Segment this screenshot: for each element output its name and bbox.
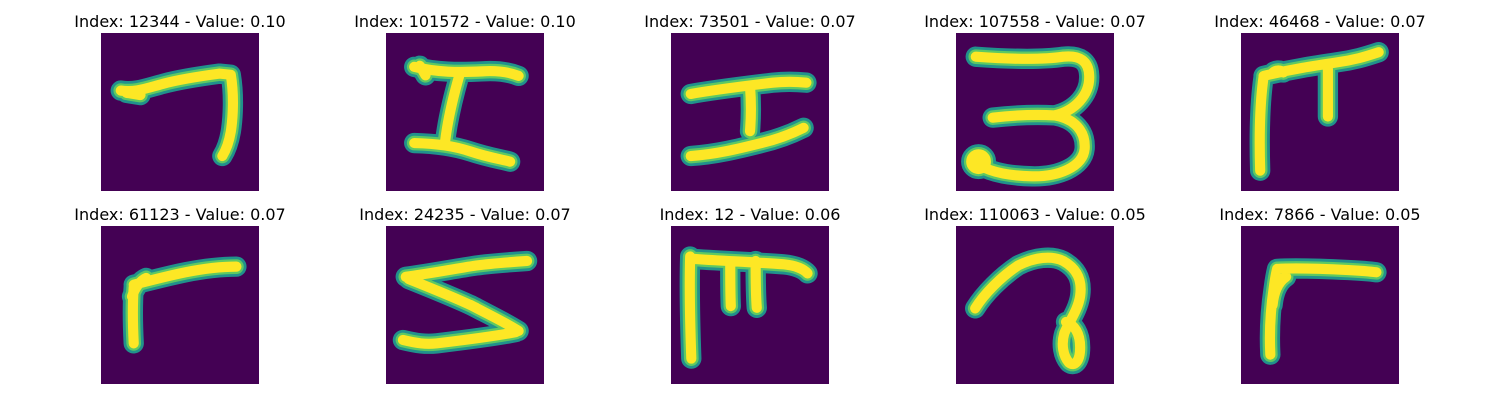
glyph-strokes <box>680 71 817 167</box>
panel-title: Index: 73501 - Value: 0.07 <box>644 12 856 31</box>
panel-6: Index: 61123 - Value: 0.07 <box>65 205 295 395</box>
digit-image <box>956 33 1114 191</box>
panel-5: Index: 46468 - Value: 0.07 <box>1205 12 1435 202</box>
panel-title: Index: 61123 - Value: 0.07 <box>74 205 286 224</box>
panel-title: Index: 24235 - Value: 0.07 <box>359 205 571 224</box>
glyph-strokes <box>121 256 247 354</box>
glyph-strokes <box>392 250 538 354</box>
panel-title: Index: 101572 - Value: 0.10 <box>354 12 576 31</box>
digit-image <box>386 33 544 191</box>
glyph-strokes <box>961 46 1100 187</box>
panel-3: Index: 73501 - Value: 0.07 <box>635 12 865 202</box>
glyph-strokes <box>404 55 529 172</box>
panel-4: Index: 107558 - Value: 0.07 <box>920 12 1150 202</box>
panel-title: Index: 7866 - Value: 0.05 <box>1219 205 1421 224</box>
digit-image <box>386 226 544 384</box>
panel-title: Index: 12 - Value: 0.06 <box>659 205 841 224</box>
panel-title: Index: 107558 - Value: 0.07 <box>924 12 1146 31</box>
panel-7: Index: 24235 - Value: 0.07 <box>350 205 580 395</box>
digit-image <box>101 33 259 191</box>
digit-image <box>671 33 829 191</box>
panel-2: Index: 101572 - Value: 0.10 <box>350 12 580 202</box>
digit-image <box>101 226 259 384</box>
panel-10: Index: 7866 - Value: 0.05 <box>1205 205 1435 395</box>
digit-image <box>671 226 829 384</box>
glyph-strokes <box>965 247 1091 375</box>
panel-8: Index: 12 - Value: 0.06 <box>635 205 865 395</box>
panel-9: Index: 110063 - Value: 0.05 <box>920 205 1150 395</box>
glyph-strokes <box>110 63 244 167</box>
digit-image <box>956 226 1114 384</box>
digit-image <box>1241 226 1399 384</box>
glyph-strokes <box>1259 258 1387 365</box>
glyph-strokes <box>679 246 818 369</box>
panel-title: Index: 46468 - Value: 0.07 <box>1214 12 1426 31</box>
glyph-strokes <box>1249 42 1389 181</box>
panel-title: Index: 12344 - Value: 0.10 <box>74 12 286 31</box>
digit-image <box>1241 33 1399 191</box>
panel-1: Index: 12344 - Value: 0.10 <box>65 12 295 202</box>
panel-title: Index: 110063 - Value: 0.05 <box>924 205 1146 224</box>
